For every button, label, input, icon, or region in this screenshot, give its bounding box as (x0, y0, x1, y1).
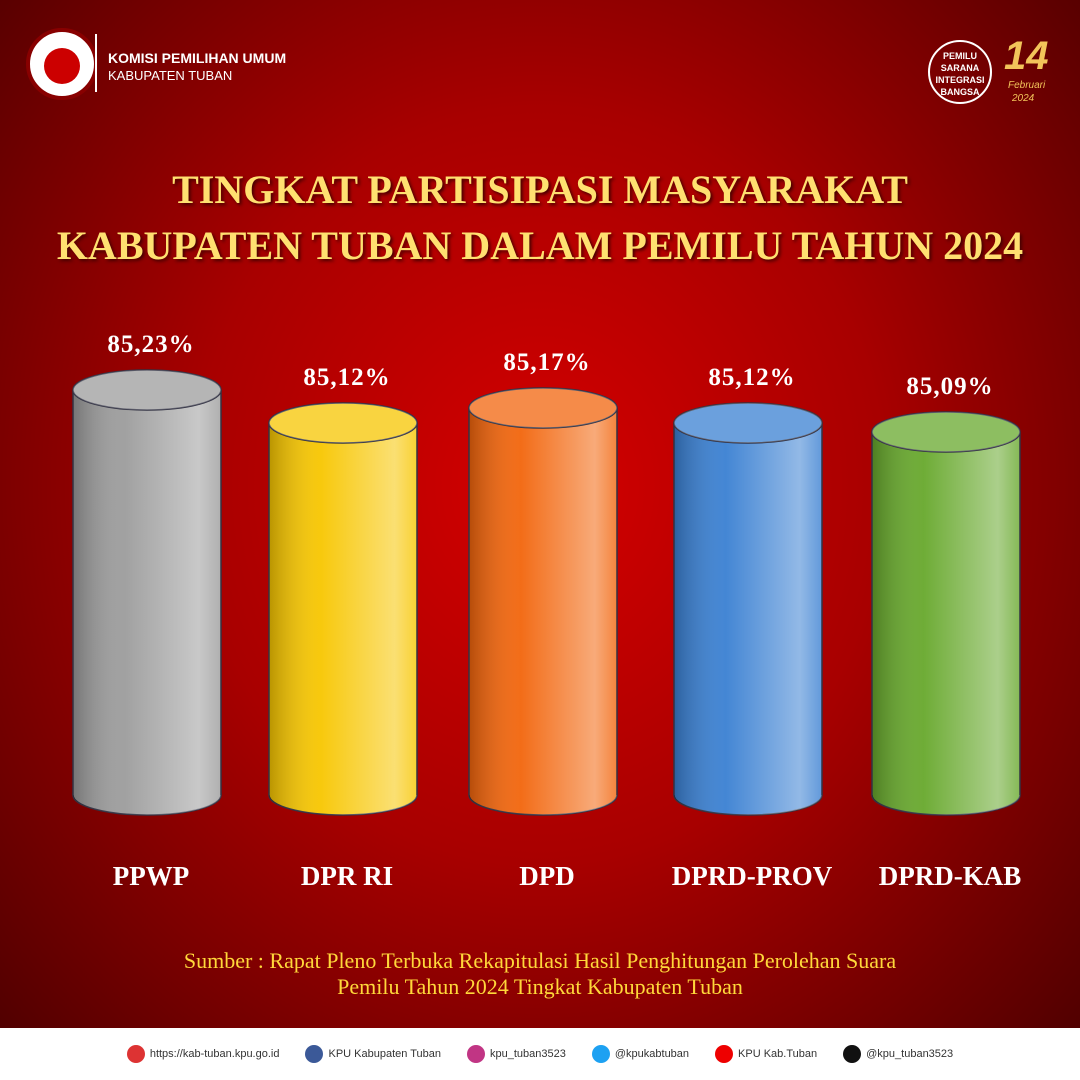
category-label: PPWP (113, 861, 189, 891)
value-label: 85,23% (107, 331, 194, 358)
value-label: 85,12% (708, 364, 795, 391)
chart: 85,23% PPWP 85,12% DPR RI 85,17% DPD 85,12% DPR… (72, 331, 1022, 891)
social-link[interactable]: kpu_tuban3523 (467, 1045, 566, 1063)
date-day: 14 (1004, 34, 1049, 78)
category-label: DPD (519, 861, 575, 891)
social-text: KPU Kabupaten Tuban (328, 1048, 442, 1060)
source-line: Pemilu Tahun 2024 Tingkat Kabupaten Tuba… (337, 974, 743, 999)
bar-top-shade (872, 412, 1020, 452)
bar-shade (269, 423, 417, 795)
org-name: KOMISI PEMILIHAN UMUM (108, 50, 287, 66)
bar-top-shade (73, 370, 221, 410)
bar-top (871, 411, 1021, 453)
social-link[interactable]: https://kab-tuban.kpu.go.id (126, 1045, 280, 1063)
bar-top (268, 402, 418, 444)
social-icon (126, 1045, 145, 1063)
bar-shade (469, 408, 617, 795)
badge-text: INTEGRASI (935, 75, 985, 85)
bar-shade (674, 423, 822, 795)
social-text: https://kab-tuban.kpu.go.id (149, 1048, 280, 1060)
bar-top (673, 402, 823, 444)
social-icon (843, 1045, 862, 1063)
bar-top (468, 387, 618, 429)
divider (95, 34, 97, 92)
date-year: 2024 (1012, 93, 1035, 104)
social-icon (591, 1045, 610, 1063)
social-text: KPU Kab.Tuban (738, 1048, 818, 1060)
social-link[interactable]: @kpu_tuban3523 (843, 1045, 953, 1063)
title-line: KABUPATEN TUBAN DALAM PEMILU TAHUN 2024 (56, 223, 1024, 268)
social-text: kpu_tuban3523 (490, 1048, 566, 1060)
social-text: @kpu_tuban3523 (866, 1048, 954, 1060)
social-link[interactable]: KPU Kab.Tuban (715, 1045, 817, 1063)
social-icon (467, 1045, 486, 1063)
social-text: @kpukabtuban (614, 1048, 690, 1060)
value-label: 85,09% (906, 373, 993, 400)
social-icon (305, 1045, 324, 1063)
badge-text: SARANA (940, 63, 980, 73)
value-label: 85,17% (503, 349, 590, 376)
social-link[interactable]: KPU Kabupaten Tuban (305, 1045, 441, 1063)
category-label: DPRD-KAB (879, 861, 1022, 891)
bar-shade (872, 432, 1020, 795)
date-month: Februari (1008, 80, 1046, 91)
social-icon (715, 1045, 734, 1063)
social-link[interactable]: @kpukabtuban (591, 1045, 690, 1063)
title-line: TINGKAT PARTISIPASI MASYARAKAT (172, 167, 908, 212)
value-label: 85,12% (303, 364, 390, 391)
badge-text: BANGSA (940, 87, 980, 97)
source-line: Sumber : Rapat Pleno Terbuka Rekapitulas… (183, 948, 897, 973)
bar-top (72, 369, 222, 411)
bar-top-shade (674, 403, 822, 443)
badge: PEMILU SARANA INTEGRASI BANGSA (928, 40, 992, 104)
org-sub: KABUPATEN TUBAN (108, 68, 233, 83)
bar-shade (73, 390, 221, 795)
bar-top-shade (269, 403, 417, 443)
badge-text: PEMILU (942, 51, 977, 61)
footer: https://kab-tuban.kpu.go.id KPU Kabupaten… (0, 1028, 1080, 1080)
bar-top-shade (469, 388, 617, 428)
category-label: DPRD-PROV (672, 861, 833, 891)
category-label: DPR RI (301, 861, 393, 891)
